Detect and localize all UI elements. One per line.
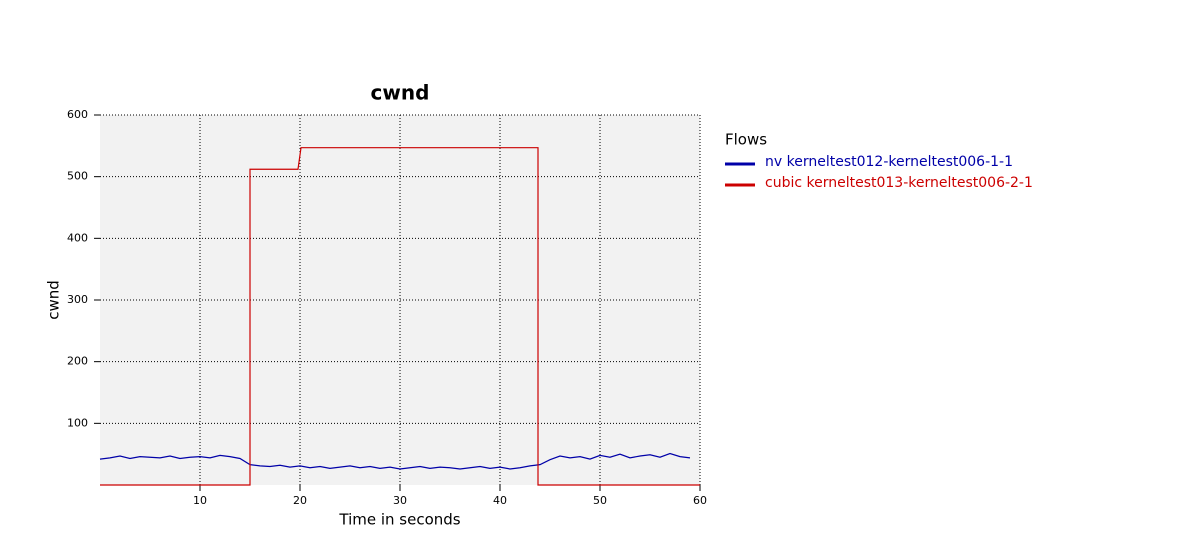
series-line bbox=[100, 147, 700, 486]
y-tick-label: 600 bbox=[67, 108, 88, 121]
legend-label: cubic kerneltest013-kerneltest006-2-1 bbox=[765, 175, 1033, 191]
y-tick-label: 300 bbox=[67, 293, 88, 306]
y-tick-label: 200 bbox=[67, 355, 88, 368]
legend-label: nv kerneltest012-kerneltest006-1-1 bbox=[765, 154, 1013, 170]
y-tick-label: 400 bbox=[67, 231, 88, 244]
x-tick-label: 40 bbox=[493, 494, 507, 507]
y-tick-label: 500 bbox=[67, 170, 88, 183]
x-tick-label: 30 bbox=[393, 494, 407, 507]
x-axis-label: Time in seconds bbox=[338, 511, 460, 529]
chart-title: cwnd bbox=[371, 81, 430, 105]
x-tick-label: 50 bbox=[593, 494, 607, 507]
series-line bbox=[99, 452, 691, 470]
x-tick-label: 20 bbox=[293, 494, 307, 507]
x-tick-label: 60 bbox=[693, 494, 707, 507]
legend-title: Flows bbox=[725, 131, 767, 149]
x-tick-label: 10 bbox=[193, 494, 207, 507]
y-axis-label: cwnd bbox=[45, 280, 63, 320]
y-tick-label: 100 bbox=[67, 416, 88, 429]
